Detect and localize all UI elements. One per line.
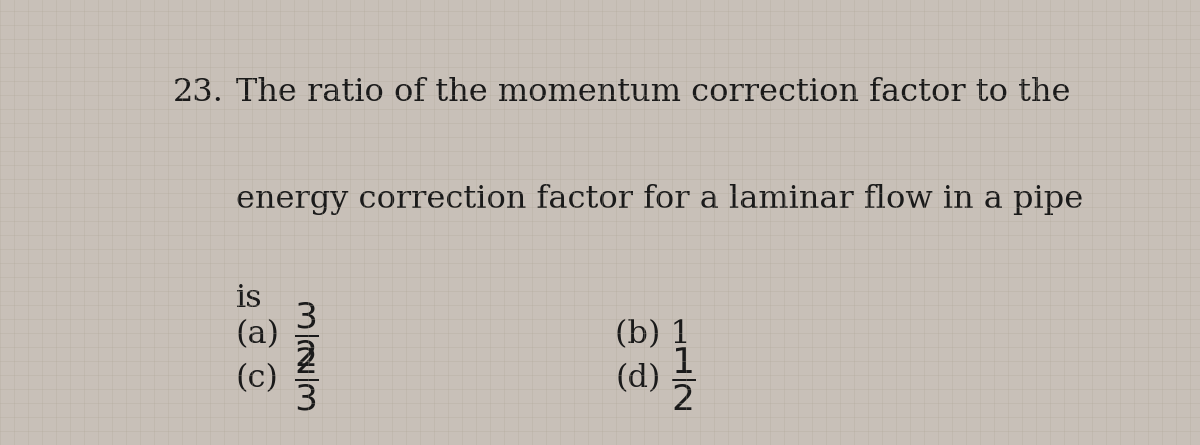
Text: is: is	[235, 283, 262, 314]
Text: (a): (a)	[235, 319, 280, 350]
Text: (d): (d)	[616, 364, 660, 394]
Text: The ratio of the momentum correction factor to the: The ratio of the momentum correction fac…	[235, 77, 1070, 109]
Text: $\dfrac{1}{2}$: $\dfrac{1}{2}$	[671, 345, 696, 413]
Text: (b) 1: (b) 1	[616, 319, 691, 350]
Text: $\dfrac{2}{3}$: $\dfrac{2}{3}$	[294, 345, 319, 413]
Text: (c): (c)	[235, 364, 278, 394]
Text: energy correction factor for a laminar flow in a pipe: energy correction factor for a laminar f…	[235, 184, 1082, 214]
Text: $\dfrac{3}{2}$: $\dfrac{3}{2}$	[294, 300, 319, 368]
Text: 23.: 23.	[173, 77, 224, 109]
